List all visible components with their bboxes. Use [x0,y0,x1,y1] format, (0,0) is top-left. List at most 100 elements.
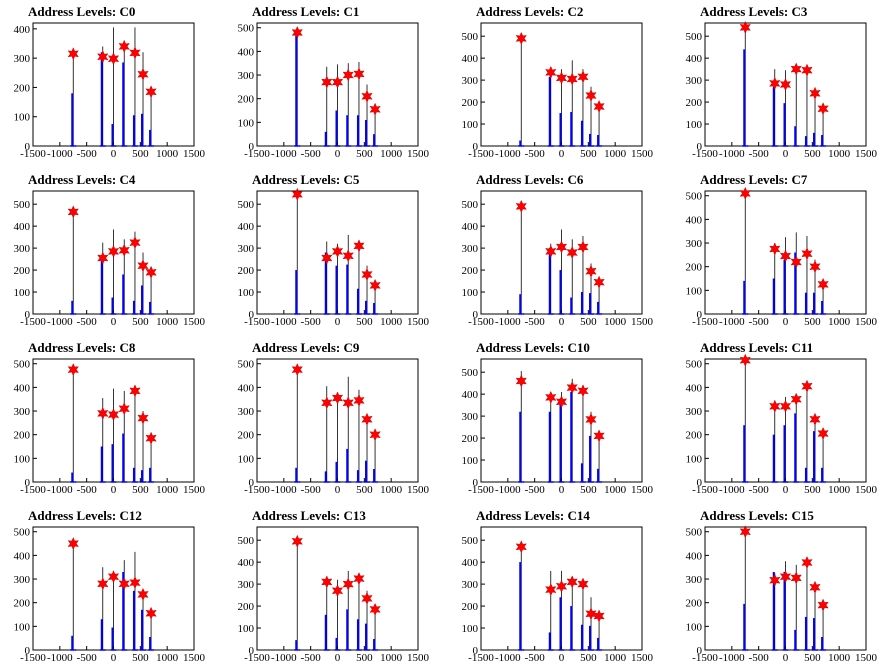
y-tick-label: 300 [14,406,31,418]
y-tick-label: 0 [697,309,703,321]
y-tick-label: 200 [238,265,255,277]
level-marker [291,534,303,548]
level-marker [118,243,130,257]
y-tick-label: 100 [686,621,703,633]
y-tick-label: 200 [686,430,703,442]
y-tick-label: 100 [14,453,31,465]
level-marker [817,277,829,291]
y-tick-label: 400 [462,221,479,233]
level-marker [790,62,802,76]
y-tick-label: 300 [686,75,703,87]
x-tick-label: -1500 [244,148,270,160]
level-marker [342,396,354,410]
y-tick-label: 0 [473,477,479,489]
y-tick-label: 400 [14,382,31,394]
x-tick-label: 1000 [156,484,179,496]
x-tick-label: 500 [356,316,373,328]
level-marker [331,244,344,258]
y-tick-label: 400 [462,53,479,65]
y-tick-label: 100 [462,455,479,467]
y-tick-label: 100 [238,453,255,465]
y-tick-label: 500 [686,527,703,539]
y-tick-label: 300 [686,574,703,586]
level-marker [342,577,354,591]
x-tick-label: -500 [749,484,770,496]
y-tick-label: 100 [238,623,255,635]
level-marker [545,583,557,597]
histogram-svg: 0 100 200 300 400 500 -1500 -1000 -500 0 500 1000 15… [462,190,654,328]
level-marker [817,102,829,116]
y-tick-label: 200 [238,94,255,106]
level-marker [545,65,557,79]
level-marker [331,391,344,405]
level-marker [67,537,79,551]
x-tick-label: -1500 [468,316,494,328]
histogram-panel: Address Levels: C15 0 100 200 300 400 500 -1500… [672,504,896,672]
y-tick-label: 0 [697,141,703,153]
histogram-svg: 0 100 200 300 400 -1500 -1000 -500 0 500 1000 1500 [14,22,206,160]
histogram-svg: 0 100 200 300 400 500 -1500 -1000 -500 0 500 1000 15… [686,353,878,496]
x-tick-label: 0 [559,484,565,496]
x-tick-label: 0 [559,148,565,160]
level-marker [585,264,597,278]
x-tick-label: 0 [335,652,341,664]
x-tick-label: 1500 [183,484,206,496]
x-tick-label: -1000 [271,652,297,664]
x-tick-label: 1000 [380,484,403,496]
level-marker [577,384,589,398]
y-tick-label: 400 [238,46,255,58]
level-marker [593,429,605,443]
panel-title: Address Levels: C1 [252,4,360,19]
histogram-svg: 0 100 200 300 400 500 -1500 -1000 -500 0 500 1000 15… [238,22,430,160]
histogram-svg: 0 100 200 300 400 500 -1500 -1000 -500 0 500 1000 15… [14,526,206,664]
level-marker [321,75,333,89]
y-tick-label: 500 [686,31,703,43]
y-tick-label: 400 [462,557,479,569]
y-tick-label: 100 [462,623,479,635]
x-tick-label: -500 [77,148,98,160]
x-tick-label: 1000 [828,652,851,664]
level-marker [577,70,589,84]
x-tick-label: 500 [804,652,821,664]
level-marker [801,63,813,77]
y-tick-label: 300 [462,411,479,423]
level-marker [566,246,578,259]
y-tick-label: 200 [14,265,31,277]
level-marker [369,428,381,442]
level-marker [817,598,829,612]
y-tick-label: 500 [14,359,31,371]
x-tick-label: 1500 [855,484,878,496]
y-tick-label: 500 [238,359,255,371]
x-tick-label: -500 [525,652,546,664]
y-tick-label: 0 [25,477,31,489]
level-marker [291,363,303,377]
x-tick-label: 500 [580,652,597,664]
y-tick-label: 100 [14,621,31,633]
y-tick-label: 400 [238,221,255,233]
x-tick-label: 1500 [183,148,206,160]
x-tick-label: 1000 [604,148,627,160]
y-tick-label: 300 [14,574,31,586]
x-tick-label: 0 [783,316,789,328]
y-tick-label: 400 [462,389,479,401]
x-tick-label: -1500 [244,484,270,496]
level-marker [577,577,589,591]
level-marker [545,390,557,404]
level-marker [566,381,578,395]
y-tick-label: 400 [14,550,31,562]
level-marker [555,71,568,85]
panel-title: Address Levels: C7 [700,172,808,187]
level-marker [137,67,149,81]
histogram-svg: 0 100 200 300 400 500 -1500 -1000 -500 0 500 1000 15… [686,20,878,160]
level-marker [129,576,141,590]
histogram-panel: Address Levels: C0 0 100 200 300 400 -1500 -100… [0,0,224,168]
x-tick-label: -1000 [719,316,745,328]
x-tick-label: -1000 [271,316,297,328]
x-tick-label: -1500 [468,148,494,160]
x-tick-label: 1000 [156,148,179,160]
x-tick-label: 0 [111,652,117,664]
x-tick-label: -1000 [271,148,297,160]
level-marker [809,86,821,100]
panel-title: Address Levels: C3 [700,4,808,19]
y-tick-label: 100 [686,453,703,465]
